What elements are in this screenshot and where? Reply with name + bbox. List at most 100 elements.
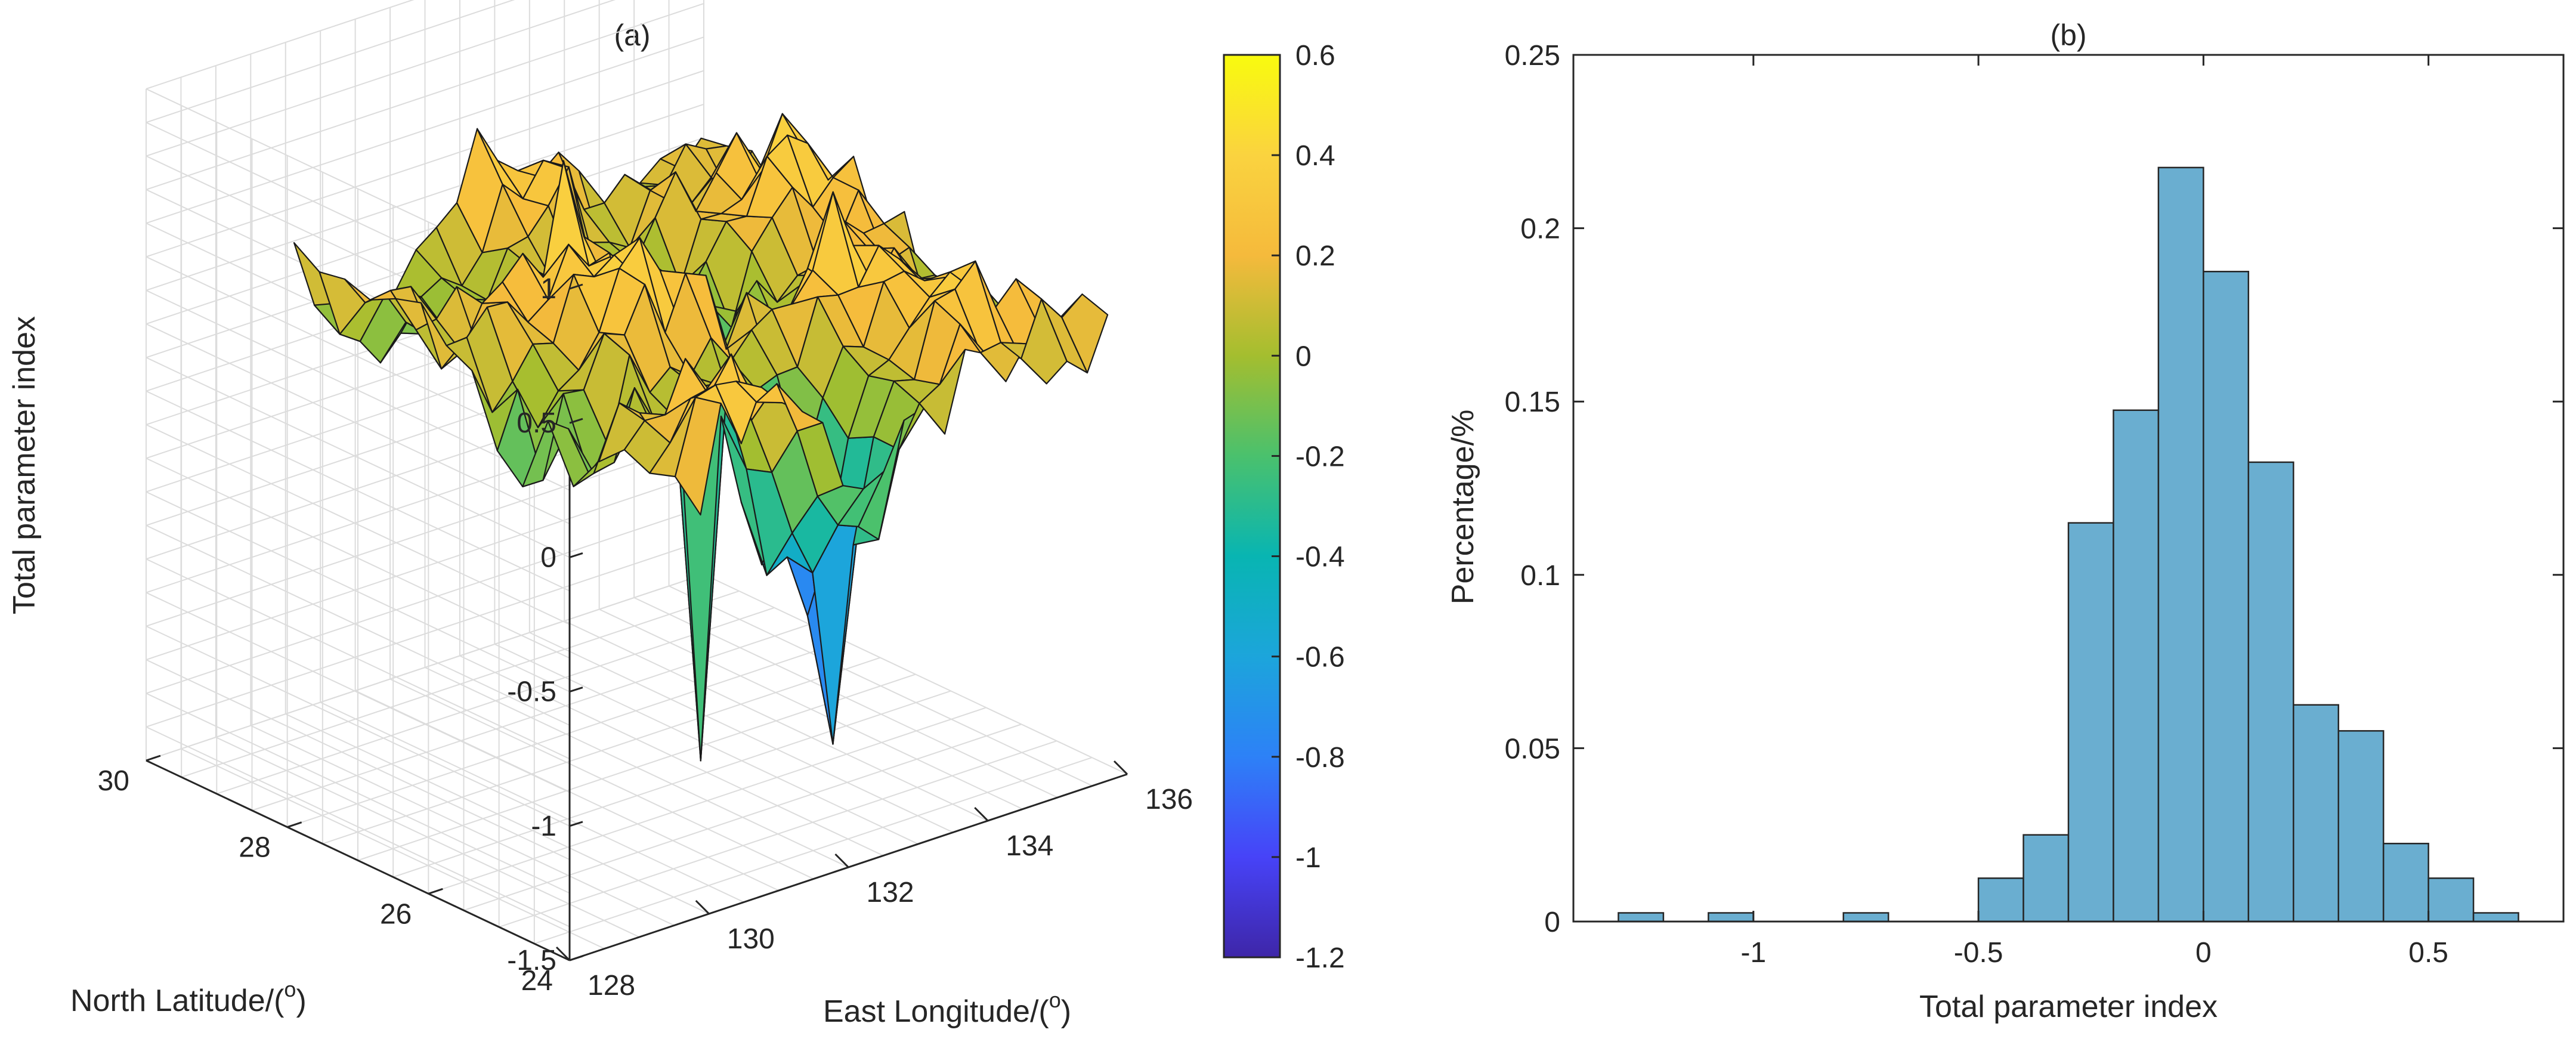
y-tick-label: 28 <box>239 832 270 864</box>
panel-b-ticks: -1 -0.5 0 0.5 0 0.05 0.1 0.15 0.2 0.25 <box>1505 40 2563 969</box>
floor-gridline <box>357 673 916 861</box>
z-tick-mark <box>569 283 583 290</box>
x-axis-label: East Longitude/(o) <box>823 988 1071 1029</box>
floor-gridline <box>534 757 1093 945</box>
histogram-bars <box>1618 166 2519 923</box>
panel-a-title: (a) <box>614 18 650 52</box>
back-wall-gridline <box>146 0 415 89</box>
histogram-bar <box>2203 271 2250 923</box>
x-axis-label-b: Total parameter index <box>1919 990 2218 1024</box>
x-tick-mark <box>555 946 571 961</box>
histogram-bar <box>2247 461 2294 923</box>
colorbar-gradient <box>1223 54 1281 959</box>
z-tick-mark <box>569 552 583 558</box>
colorbar-tick-label: 0.2 <box>1295 240 1335 272</box>
y-tick-label: 0.15 <box>1505 387 1560 418</box>
x-tick-label: 136 <box>1145 784 1193 815</box>
left-wall-gridline <box>146 457 570 659</box>
colorbar-tick-label: -0.8 <box>1295 742 1345 774</box>
histogram-bar <box>2157 166 2204 923</box>
panel-a-gridlines <box>146 0 1128 961</box>
z-tick-label: 0.5 <box>517 407 556 439</box>
floor-gridline <box>217 607 775 794</box>
z-tick-label: -1.5 <box>507 945 556 976</box>
back-wall-gridline <box>146 0 616 157</box>
y-tick-mark <box>287 821 302 828</box>
x-tick-label: 0 <box>2195 937 2212 969</box>
colorbar-tick-label: -1.2 <box>1295 942 1345 974</box>
left-wall-gridline <box>146 357 570 558</box>
colorbar: 0.6 0.4 0.2 0 -0.2 -0.4 -0.6 -0.8 -1 -1.2 <box>1223 40 1345 974</box>
left-wall-gridline <box>146 592 570 793</box>
x-tick-mark <box>974 806 989 822</box>
panel-a-tick-labels: -1.5 -1 -0.5 0 0.5 1 24 26 28 30 128 130 132 134 136 <box>98 273 1193 1001</box>
histogram-bar <box>1618 912 1665 923</box>
back-wall-gridline <box>146 2 704 190</box>
z-tick-label: -0.5 <box>507 676 556 708</box>
left-wall-gridline <box>146 323 570 525</box>
floor-gridline <box>287 640 845 828</box>
floor-gridline <box>428 707 987 895</box>
left-wall-gridline <box>146 726 570 927</box>
y-tick-mark <box>146 755 161 762</box>
surface-mesh <box>293 113 1109 762</box>
y-axis-line <box>146 759 570 961</box>
panel-b-title: (b) <box>2050 18 2086 52</box>
x-tick-label: 132 <box>867 877 914 908</box>
colorbar-ticks: 0.6 0.4 0.2 0 -0.2 -0.4 -0.6 -0.8 -1 -1.2 <box>1272 40 1345 974</box>
left-wall-gridline <box>146 558 570 760</box>
histogram-bar <box>2382 842 2429 923</box>
surface-facet <box>1061 293 1109 374</box>
back-wall-gridline <box>146 574 704 761</box>
left-wall-gridline <box>146 659 570 861</box>
y-tick-label: 0.25 <box>1505 40 1560 72</box>
histogram-bar <box>1708 912 1755 923</box>
x-tick-label: -0.5 <box>1954 937 2003 969</box>
y-axis-label: North Latitude/(o) <box>70 977 307 1018</box>
colorbar-tick-label: -0.2 <box>1295 441 1345 472</box>
y-tick-label: 0.05 <box>1505 733 1560 765</box>
left-wall-gridline <box>146 491 570 692</box>
x-tick-label: 130 <box>727 923 775 955</box>
histogram-bar <box>2427 877 2475 923</box>
x-tick-mark <box>834 853 849 868</box>
z-tick-mark <box>569 418 583 424</box>
y-axis-label-b: Percentage/% <box>1446 410 1480 605</box>
z-axis-label: Total parameter index <box>7 316 42 614</box>
x-tick-label: -1 <box>1740 937 1766 969</box>
y-tick-mark <box>428 888 443 895</box>
z-tick-mark <box>569 821 583 827</box>
colorbar-tick-label: -0.4 <box>1295 542 1345 573</box>
left-wall-gridline <box>146 390 570 592</box>
y-tick-label: 26 <box>380 898 412 930</box>
back-wall-gridline <box>146 540 704 728</box>
floor-gridline <box>181 590 740 778</box>
z-tick-label: -1 <box>531 811 556 842</box>
back-wall-gridline <box>146 0 515 123</box>
histogram-bar <box>2067 522 2114 923</box>
histogram-bar <box>2337 730 2385 923</box>
y-tick-label: 0.2 <box>1520 214 1560 245</box>
left-wall-gridline <box>146 424 570 625</box>
x-tick-label: 128 <box>587 970 635 1001</box>
x-tick-mark <box>1113 760 1128 775</box>
histogram-bar <box>2023 834 2070 923</box>
colorbar-tick-label: -0.6 <box>1295 642 1345 673</box>
back-wall-gridline <box>146 103 704 291</box>
z-tick-mark <box>569 687 583 693</box>
histogram-bar <box>1842 912 1890 923</box>
left-wall-gridline <box>146 289 570 491</box>
histogram-bar <box>2293 704 2339 923</box>
histogram-bar <box>2472 912 2519 923</box>
back-wall-gridline <box>146 506 704 694</box>
x-tick-label: 134 <box>1006 830 1053 862</box>
z-tick-label: 0 <box>540 542 556 573</box>
back-wall-gridline <box>146 473 704 661</box>
colorbar-tick-label: 0.6 <box>1295 40 1335 72</box>
left-wall-gridline <box>146 625 570 827</box>
colorbar-tick-label: -1 <box>1295 842 1321 874</box>
colorbar-tick-label: 0.4 <box>1295 140 1335 172</box>
y-tick-label: 0.1 <box>1520 560 1560 592</box>
left-wall-gridline <box>146 524 570 726</box>
floor-gridline <box>499 740 1057 928</box>
